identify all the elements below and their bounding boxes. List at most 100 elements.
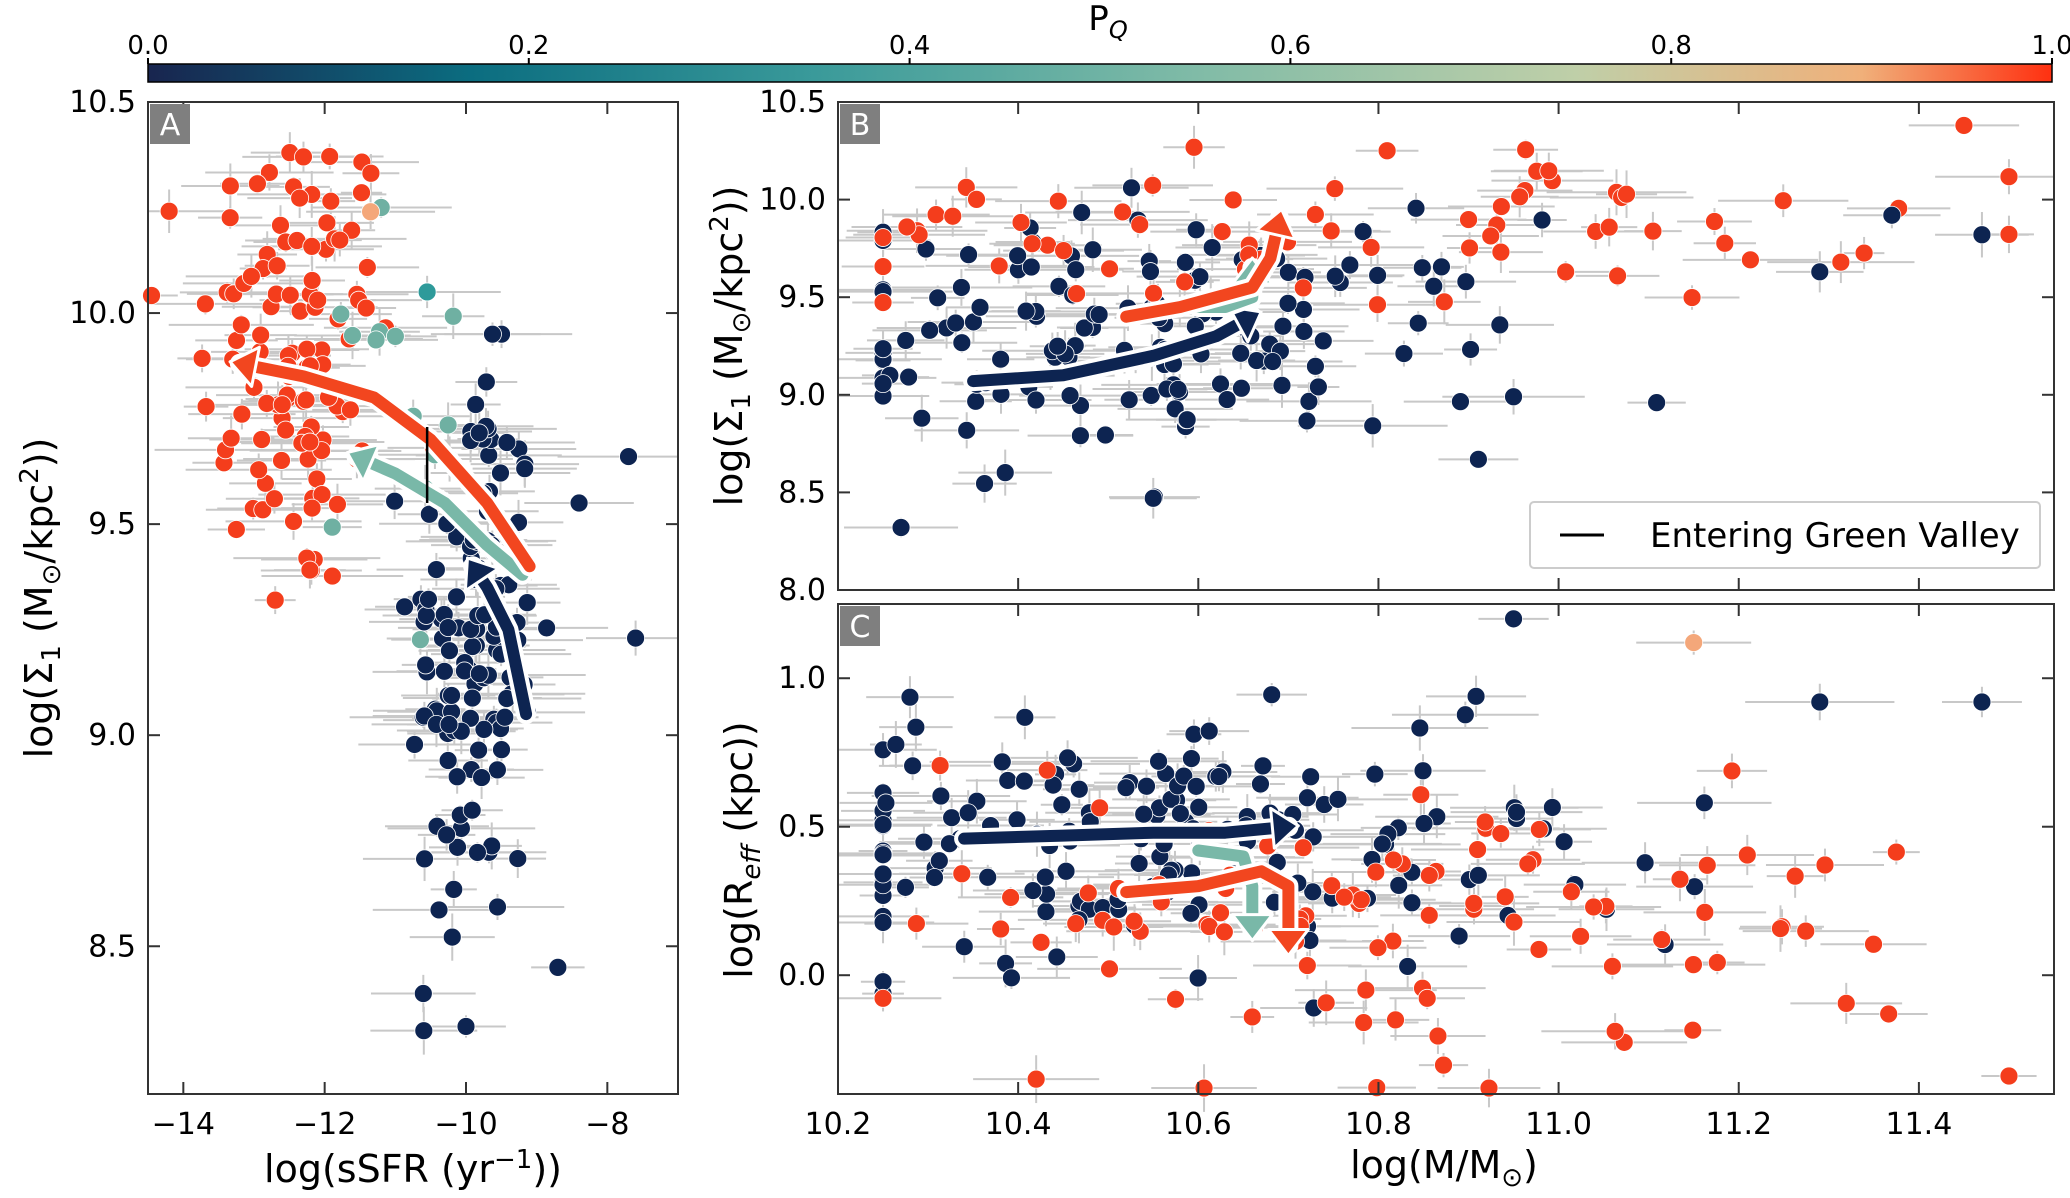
data-point [385,326,405,346]
data-point [1014,771,1034,791]
data-point [1377,141,1397,161]
data-point [1529,940,1549,959]
data-point [1184,724,1204,744]
data-point [469,664,489,684]
data-point [1412,258,1432,278]
panel-c-ylabel: log(Reff (kpc)) [717,721,767,979]
data-point [1972,692,1992,712]
track-arrowhead [463,556,501,593]
data-point [320,147,340,166]
data-point [1815,855,1835,875]
data-point [942,808,962,828]
data-point [873,972,893,992]
data-point [1134,804,1154,824]
data-point [1119,390,1139,410]
data-point [474,719,494,739]
data-point [943,206,963,226]
data-point [1491,824,1511,843]
y-tick-label: 9.0 [88,718,136,753]
track-red [233,357,536,573]
data-point [1652,930,1672,949]
data-point [479,445,499,465]
data-point [925,868,944,887]
data-point [1100,259,1119,279]
data-point [1449,926,1469,946]
data-point [1643,221,1663,241]
data-point [1272,375,1292,395]
y-tick-label: 10.5 [759,85,826,120]
data-point [873,815,893,835]
data-point [1413,761,1433,781]
data-point [1316,993,1336,1013]
data-point [488,897,507,917]
data-point [1571,926,1591,946]
data-point [300,560,320,580]
data-point [873,845,893,865]
data-point [290,188,310,208]
data-point [873,988,893,1008]
y-tick-label: 10.5 [69,85,136,120]
data-point [1722,761,1742,781]
data-point [1096,425,1115,445]
data-point [1419,905,1439,925]
data-point [1212,222,1232,241]
data-point [1189,797,1209,817]
data-point [1481,226,1501,246]
data-point [284,512,303,531]
data-point [1325,179,1345,199]
data-point [1715,233,1735,253]
data-point [296,390,316,410]
data-point [1305,205,1325,224]
data-point [312,485,332,504]
data-point [959,245,978,265]
data-point [456,1017,476,1036]
data-point [1066,260,1086,280]
colorbar-tick-label: 0.4 [889,31,930,61]
panel-b: 8.0 8.5 9.0 9.5 10.0 10.5 B Entering Green Va… [705,85,2055,608]
data-point [1113,202,1133,222]
data-point [1100,959,1119,979]
data-point [1186,776,1206,796]
data-point [989,256,1009,276]
panel-a-frame [147,101,679,1095]
colorbar: PQ 0.0 0.2 0.4 0.6 0.8 1.0 [127,0,2070,83]
data-point [1366,862,1386,882]
data-point [1175,253,1195,272]
data-point [331,304,351,324]
data-point [992,752,1012,772]
track-arrowhead [228,345,261,388]
data-point [1683,1020,1703,1040]
data-point [1247,351,1267,370]
data-point [1048,191,1068,211]
data-point [1182,749,1201,768]
data-point [1002,968,1021,988]
data-point [1116,778,1136,798]
data-point [1078,883,1098,903]
data-point [1022,234,1042,254]
data-point [1056,861,1076,881]
data-point [461,708,480,728]
data-point [1334,887,1354,907]
y-tick-label: 9.5 [88,507,136,542]
data-point [1174,766,1194,786]
data-point [1432,257,1451,277]
data-point [1695,902,1715,922]
data-point [1325,266,1345,286]
data-point [928,288,948,308]
data-point [469,740,488,760]
data-point [1202,238,1222,257]
data-point [1972,225,1992,245]
data-point [1223,190,1243,210]
data-point [1417,988,1437,1008]
colorbar-gradient [147,63,2053,83]
y-tick-label: 9.0 [778,378,826,413]
data-point [1796,921,1816,941]
legend: Entering Green Valley [1529,501,2041,569]
x-tick-label: 11.4 [1885,1107,1952,1142]
data-point [1518,854,1538,874]
data-point [1854,243,1874,263]
data-point [1143,488,1163,508]
data-point [1882,205,1902,225]
data-point [1306,356,1325,376]
data-point [1455,705,1475,725]
